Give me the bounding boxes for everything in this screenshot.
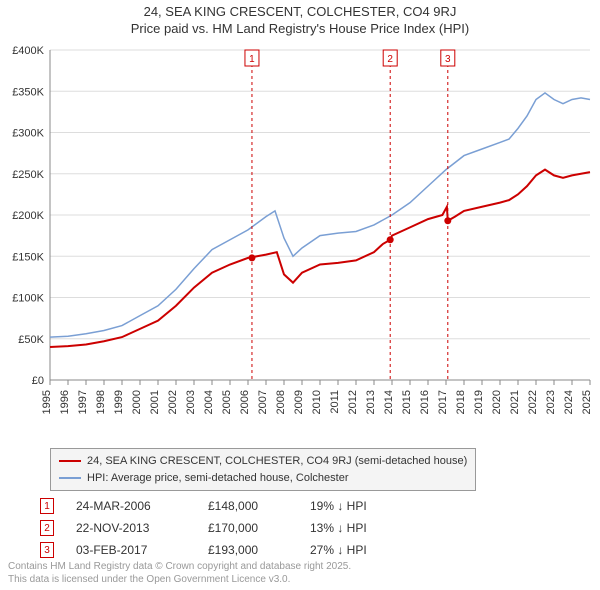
svg-text:2009: 2009 [293,390,305,414]
svg-text:2021: 2021 [509,390,521,414]
svg-text:1: 1 [249,54,255,65]
legend-label: HPI: Average price, semi-detached house,… [87,470,349,487]
svg-text:£350K: £350K [12,86,44,98]
svg-text:£50K: £50K [18,334,44,346]
event-delta: 13% ↓ HPI [310,521,410,535]
event-row: 1 24-MAR-2006 £148,000 19% ↓ HPI [40,498,410,514]
event-row: 3 03-FEB-2017 £193,000 27% ↓ HPI [40,542,410,558]
svg-text:2024: 2024 [563,390,575,414]
svg-text:1995: 1995 [41,390,53,414]
svg-text:2017: 2017 [437,390,449,414]
chart: £0 £50K £100K £150K £200K £250K £300K £350K £400… [0,40,600,440]
svg-text:2006: 2006 [239,390,251,414]
event-marker: 1 [40,498,54,514]
svg-text:2: 2 [387,54,393,65]
legend-item: 24, SEA KING CRESCENT, COLCHESTER, CO4 9… [59,453,467,470]
svg-text:2023: 2023 [545,390,557,414]
event-date: 22-NOV-2013 [76,521,186,535]
svg-text:2018: 2018 [455,390,467,414]
svg-text:2015: 2015 [401,390,413,414]
event-date: 24-MAR-2006 [76,499,186,513]
svg-text:2019: 2019 [473,390,485,414]
svg-text:2010: 2010 [311,390,323,414]
svg-text:2004: 2004 [203,390,215,414]
title-line-2: Price paid vs. HM Land Registry's House … [0,21,600,36]
footer-line-1: Contains HM Land Registry data © Crown c… [8,560,351,573]
legend-swatch [59,477,81,479]
svg-text:2005: 2005 [221,390,233,414]
event-marker: 3 [40,542,54,558]
svg-text:2000: 2000 [131,390,143,414]
svg-text:£200K: £200K [12,210,44,222]
svg-text:1999: 1999 [113,390,125,414]
event-date: 03-FEB-2017 [76,543,186,557]
svg-text:£300K: £300K [12,128,44,140]
svg-text:1997: 1997 [77,390,89,414]
legend-item: HPI: Average price, semi-detached house,… [59,470,467,487]
legend: 24, SEA KING CRESCENT, COLCHESTER, CO4 9… [50,448,476,491]
event-price: £170,000 [208,521,288,535]
svg-text:£150K: £150K [12,251,44,263]
svg-text:2013: 2013 [365,390,377,414]
svg-text:£250K: £250K [12,169,44,181]
svg-text:2014: 2014 [383,390,395,414]
event-delta: 19% ↓ HPI [310,499,410,513]
svg-text:2020: 2020 [491,390,503,414]
svg-text:1998: 1998 [95,390,107,414]
event-marker: 2 [40,520,54,536]
event-delta: 27% ↓ HPI [310,543,410,557]
chart-svg: £0 £50K £100K £150K £200K £250K £300K £350K £400… [0,40,600,440]
events-table: 1 24-MAR-2006 £148,000 19% ↓ HPI 2 22-NO… [40,498,410,564]
title-line-1: 24, SEA KING CRESCENT, COLCHESTER, CO4 9… [0,4,600,19]
svg-text:3: 3 [445,54,451,65]
svg-text:2012: 2012 [347,390,359,414]
event-price: £148,000 [208,499,288,513]
event-row: 2 22-NOV-2013 £170,000 13% ↓ HPI [40,520,410,536]
svg-text:2025: 2025 [581,390,593,414]
svg-text:2002: 2002 [167,390,179,414]
svg-text:£100K: £100K [12,293,44,305]
svg-text:2007: 2007 [257,390,269,414]
svg-text:2001: 2001 [149,390,161,414]
footer-line-2: This data is licensed under the Open Gov… [8,573,351,586]
svg-text:£0: £0 [32,375,44,387]
svg-text:2016: 2016 [419,390,431,414]
footer: Contains HM Land Registry data © Crown c… [8,560,351,586]
legend-swatch [59,460,81,462]
svg-text:2011: 2011 [329,390,341,414]
svg-text:1996: 1996 [59,390,71,414]
svg-text:2022: 2022 [527,390,539,414]
event-price: £193,000 [208,543,288,557]
svg-text:2008: 2008 [275,390,287,414]
legend-label: 24, SEA KING CRESCENT, COLCHESTER, CO4 9… [87,453,467,470]
title-block: 24, SEA KING CRESCENT, COLCHESTER, CO4 9… [0,0,600,36]
svg-text:2003: 2003 [185,390,197,414]
svg-text:£400K: £400K [12,45,44,57]
